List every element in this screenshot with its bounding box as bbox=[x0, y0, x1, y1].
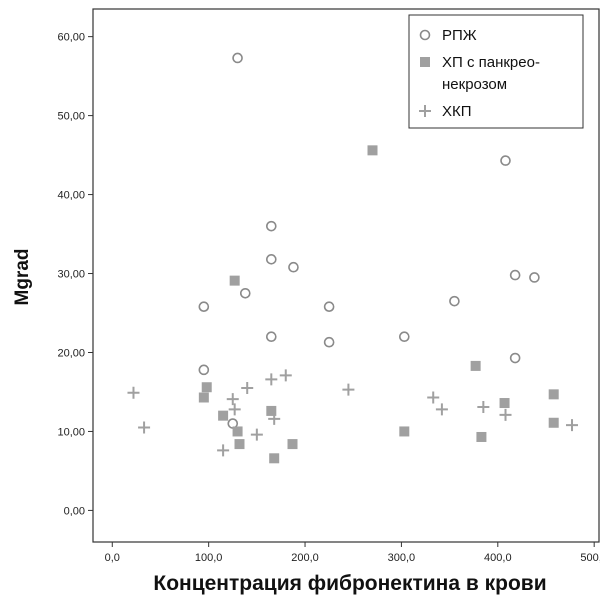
circle-point bbox=[239, 287, 251, 299]
square-point bbox=[269, 453, 280, 464]
square-point bbox=[399, 426, 410, 437]
circle-point bbox=[288, 261, 299, 273]
plus-point bbox=[138, 421, 151, 434]
legend-circle-icon bbox=[419, 29, 431, 41]
circle-point bbox=[198, 301, 210, 312]
plus-point bbox=[566, 419, 579, 432]
square-point bbox=[367, 145, 378, 156]
plus-point bbox=[228, 403, 241, 416]
legend-label: ХП с панкрео- bbox=[442, 54, 540, 71]
circle-point bbox=[323, 301, 335, 312]
y-tick-label: 60,00 bbox=[57, 32, 85, 44]
plus-point bbox=[217, 444, 230, 457]
x-tick-label: 400,0 bbox=[484, 552, 512, 564]
plus-point bbox=[279, 369, 292, 382]
square-point bbox=[470, 360, 481, 371]
legend-box bbox=[408, 14, 584, 129]
square-point bbox=[287, 439, 298, 450]
legend-label: РПЖ bbox=[442, 27, 477, 44]
square-point bbox=[229, 275, 240, 286]
plus-point bbox=[499, 408, 512, 421]
x-tick-label: 300,0 bbox=[388, 552, 416, 564]
plus-point bbox=[477, 400, 490, 413]
y-tick-label: 10,00 bbox=[57, 426, 85, 438]
x-tick-label: 0,0 bbox=[105, 552, 120, 564]
plot-frame bbox=[92, 8, 600, 543]
circle-point bbox=[266, 254, 277, 265]
square-point bbox=[201, 382, 212, 393]
circle-point bbox=[529, 272, 540, 283]
square-point bbox=[548, 389, 559, 400]
data-points bbox=[127, 52, 579, 464]
circle-point bbox=[509, 269, 521, 281]
x-tick-label: 500,0 bbox=[580, 552, 600, 564]
x-tick-label: 200,0 bbox=[291, 552, 319, 564]
legend-label: некрозом bbox=[442, 76, 507, 93]
y-tick-label: 50,00 bbox=[57, 111, 85, 123]
circle-point bbox=[323, 336, 335, 348]
plus-point bbox=[250, 428, 263, 441]
axis-ticks: 0,0 100,0 200,0 300,0 400,0 500,0 0,00 10,00 20,… bbox=[57, 32, 600, 564]
legend-plus-icon bbox=[419, 105, 431, 117]
y-tick-label: 20,00 bbox=[57, 347, 85, 359]
legend: РПЖ ХП с панкрео-некрозом ХКП bbox=[408, 14, 584, 129]
plus-point bbox=[241, 382, 254, 395]
y-tick-label: 0,00 bbox=[64, 505, 85, 517]
y-axis-title: Mgrad bbox=[12, 249, 33, 306]
x-tick-label: 100,0 bbox=[195, 552, 223, 564]
square-point bbox=[548, 417, 559, 428]
circle-point bbox=[449, 295, 460, 307]
x-axis-title: Концентрация фибронектина в крови bbox=[153, 572, 546, 595]
square-point bbox=[476, 431, 487, 442]
legend-label: ХКП bbox=[442, 103, 472, 120]
y-tick-label: 30,00 bbox=[57, 269, 85, 281]
legend-square-icon bbox=[420, 57, 430, 67]
circle-point bbox=[399, 331, 410, 342]
plus-point bbox=[226, 393, 239, 406]
plus-point bbox=[435, 403, 448, 416]
plus-point bbox=[342, 383, 355, 396]
plus-point bbox=[127, 386, 140, 399]
y-tick-label: 40,00 bbox=[57, 190, 85, 202]
circle-point bbox=[198, 364, 210, 376]
circle-point bbox=[266, 331, 277, 342]
plus-point bbox=[427, 391, 440, 404]
square-point bbox=[266, 405, 277, 416]
square-point bbox=[232, 426, 243, 437]
plus-point bbox=[268, 412, 281, 425]
square-point bbox=[218, 410, 229, 421]
square-point bbox=[198, 392, 209, 403]
plus-point bbox=[265, 373, 278, 386]
circle-point bbox=[266, 220, 277, 232]
circle-point bbox=[232, 52, 243, 64]
square-point bbox=[499, 398, 510, 409]
circle-point bbox=[509, 352, 521, 364]
square-point bbox=[234, 439, 245, 450]
circle-point bbox=[500, 155, 511, 166]
